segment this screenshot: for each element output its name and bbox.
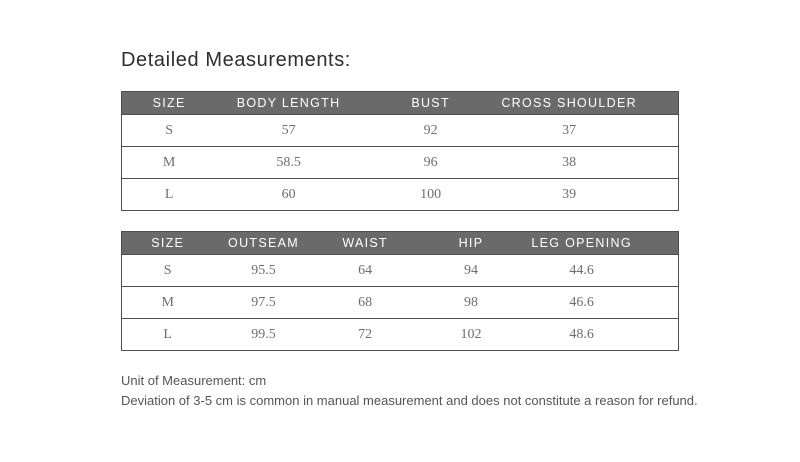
deviation-note: Deviation of 3-5 cm is common in manual … xyxy=(121,393,698,408)
table-row: S 95.5 64 94 44.6 xyxy=(121,254,679,287)
measurement-cell: 100 xyxy=(361,178,501,211)
measurement-cell: 48.6 xyxy=(525,318,679,351)
measurement-cell: 46.6 xyxy=(525,286,679,319)
top-size-chart-body: S 57 92 37 M 58.5 96 38 L 60 100 39 xyxy=(121,114,679,211)
top-size-chart-header-row: SIZE BODY LENGTH BUST CROSS SHOULDER xyxy=(121,91,679,115)
bottom-size-chart-table: SIZE OUTSEAM WAIST HIP LEG OPENING S 95.5 64 94… xyxy=(121,231,679,351)
table-row: M 58.5 96 38 xyxy=(121,146,679,179)
table-row: S 57 92 37 xyxy=(121,114,679,147)
measurement-cell: 39 xyxy=(500,178,679,211)
measurement-cell: 64 xyxy=(313,254,417,287)
size-cell: L xyxy=(121,178,217,211)
measurement-cell: 57 xyxy=(216,114,361,147)
measurement-cell: 68 xyxy=(313,286,417,319)
column-header: SIZE xyxy=(121,231,214,255)
table-row: L 99.5 72 102 48.6 xyxy=(121,318,679,351)
measurement-cell: 44.6 xyxy=(525,254,679,287)
column-header: OUTSEAM xyxy=(213,231,314,255)
measurement-cell: 97.5 xyxy=(213,286,314,319)
page-title: Detailed Measurements: xyxy=(121,49,351,71)
size-cell: S xyxy=(121,114,217,147)
measurement-cell: 102 xyxy=(416,318,526,351)
column-header: BUST xyxy=(361,91,501,115)
measurement-cell: 60 xyxy=(216,178,361,211)
measurement-cell: 38 xyxy=(500,146,679,179)
measurement-cell: 58.5 xyxy=(216,146,361,179)
bottom-size-chart-body: S 95.5 64 94 44.6 M 97.5 68 98 46.6 L 99.5 72 102 48.6 xyxy=(121,254,679,351)
column-header: LEG OPENING xyxy=(525,231,679,255)
measurement-notes: Unit of Measurement: cm Deviation of 3-5… xyxy=(121,371,698,411)
measurement-cell: 72 xyxy=(313,318,417,351)
measurement-cell: 96 xyxy=(361,146,501,179)
table-row: L 60 100 39 xyxy=(121,178,679,211)
column-header: SIZE xyxy=(121,91,217,115)
column-header: WAIST xyxy=(313,231,417,255)
column-header: BODY LENGTH xyxy=(216,91,361,115)
measurements-section: Detailed Measurements: SIZE BODY LENGTH BU… xyxy=(121,48,698,411)
size-cell: L xyxy=(121,318,214,351)
size-cell: S xyxy=(121,254,214,287)
measurement-cell: 37 xyxy=(500,114,679,147)
measurement-cell: 99.5 xyxy=(213,318,314,351)
unit-note: Unit of Measurement: cm xyxy=(121,373,267,388)
top-size-chart-table: SIZE BODY LENGTH BUST CROSS SHOULDER S 57 92 3… xyxy=(121,91,679,211)
size-cell: M xyxy=(121,286,214,319)
bottom-size-chart-header-row: SIZE OUTSEAM WAIST HIP LEG OPENING xyxy=(121,231,679,255)
measurement-cell: 98 xyxy=(416,286,526,319)
column-header: HIP xyxy=(416,231,526,255)
measurement-cell: 94 xyxy=(416,254,526,287)
measurement-cell: 92 xyxy=(361,114,501,147)
size-cell: M xyxy=(121,146,217,179)
column-header: CROSS SHOULDER xyxy=(500,91,679,115)
measurement-cell: 95.5 xyxy=(213,254,314,287)
table-row: M 97.5 68 98 46.6 xyxy=(121,286,679,319)
